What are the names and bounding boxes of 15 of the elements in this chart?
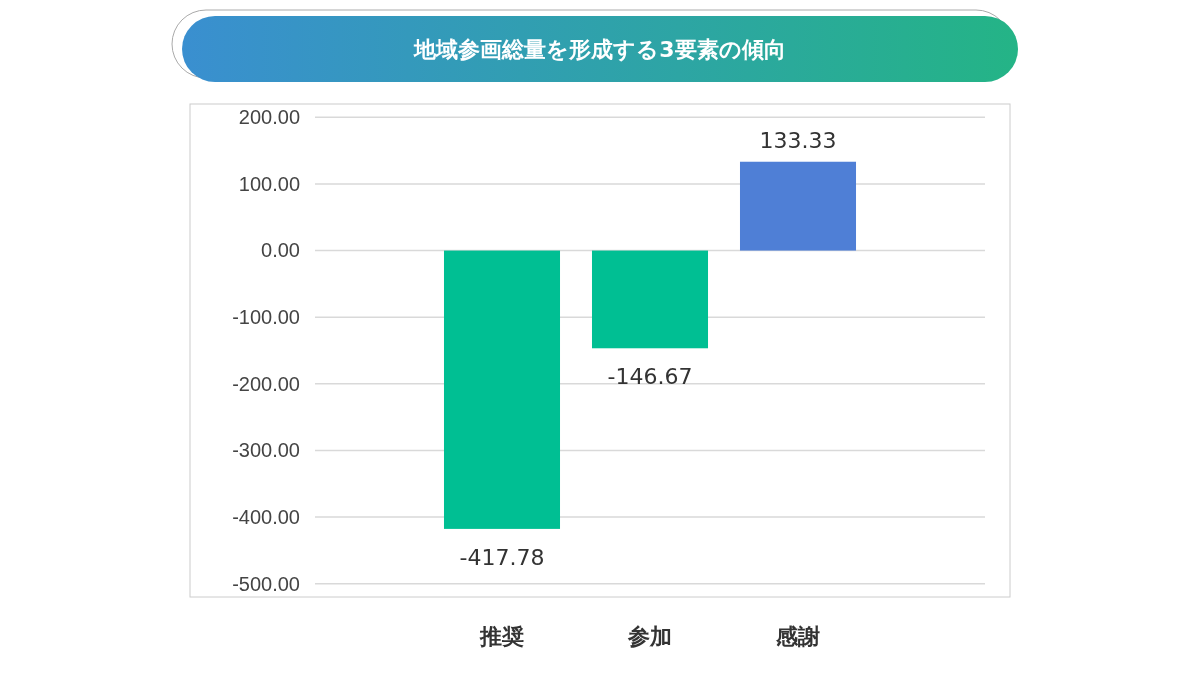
- data-label: -146.67: [607, 364, 693, 390]
- chart-title: 地域参画総量を形成する3要素の傾向: [413, 37, 786, 62]
- x-tick-label: 感謝: [775, 623, 820, 649]
- y-tick-label: -300.00: [232, 439, 300, 462]
- y-tick-label: 100.00: [238, 172, 300, 195]
- y-tick-label: -400.00: [232, 505, 300, 528]
- x-tick-label: 推奨: [479, 623, 524, 649]
- data-label: 133.33: [759, 127, 837, 153]
- x-tick-label: 参加: [627, 623, 672, 649]
- y-tick-label: -100.00: [232, 306, 300, 329]
- y-tick-label: -200.00: [232, 372, 300, 395]
- data-label: -417.78: [459, 544, 545, 570]
- y-tick-label: 0.00: [261, 239, 300, 262]
- y-tick-label: -500.00: [232, 572, 300, 595]
- y-tick-label: 200.00: [238, 106, 300, 129]
